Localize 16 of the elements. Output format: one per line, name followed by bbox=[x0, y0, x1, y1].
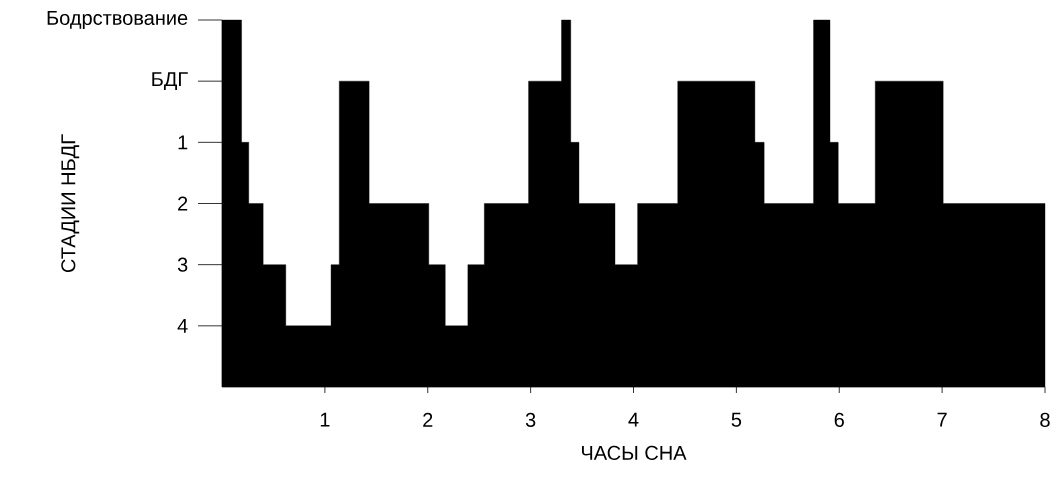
x-tick-label: 4 bbox=[628, 412, 639, 427]
y-tick-label: БДГ bbox=[152, 72, 188, 91]
y-tick-label: 1 bbox=[178, 135, 188, 150]
x-tick-label: 8 bbox=[1040, 412, 1050, 427]
y-axis-title: СТАДИИ НБДГ bbox=[61, 134, 80, 273]
x-tick-label: 6 bbox=[834, 412, 844, 427]
x-axis-title: ЧАСЫ СНА bbox=[581, 445, 687, 460]
y-tick-label: 4 bbox=[177, 318, 188, 333]
x-tick-label: 2 bbox=[423, 412, 433, 427]
x-tick-label: 5 bbox=[731, 412, 742, 427]
y-tick-label: 2 bbox=[178, 196, 188, 211]
y-tick-label: Бодрствование bbox=[47, 11, 188, 29]
x-tick-label: 7 bbox=[937, 412, 947, 427]
y-tick-label: 3 bbox=[177, 257, 188, 272]
x-tick-label: 1 bbox=[320, 412, 330, 427]
x-tick-label: 3 bbox=[525, 412, 536, 427]
